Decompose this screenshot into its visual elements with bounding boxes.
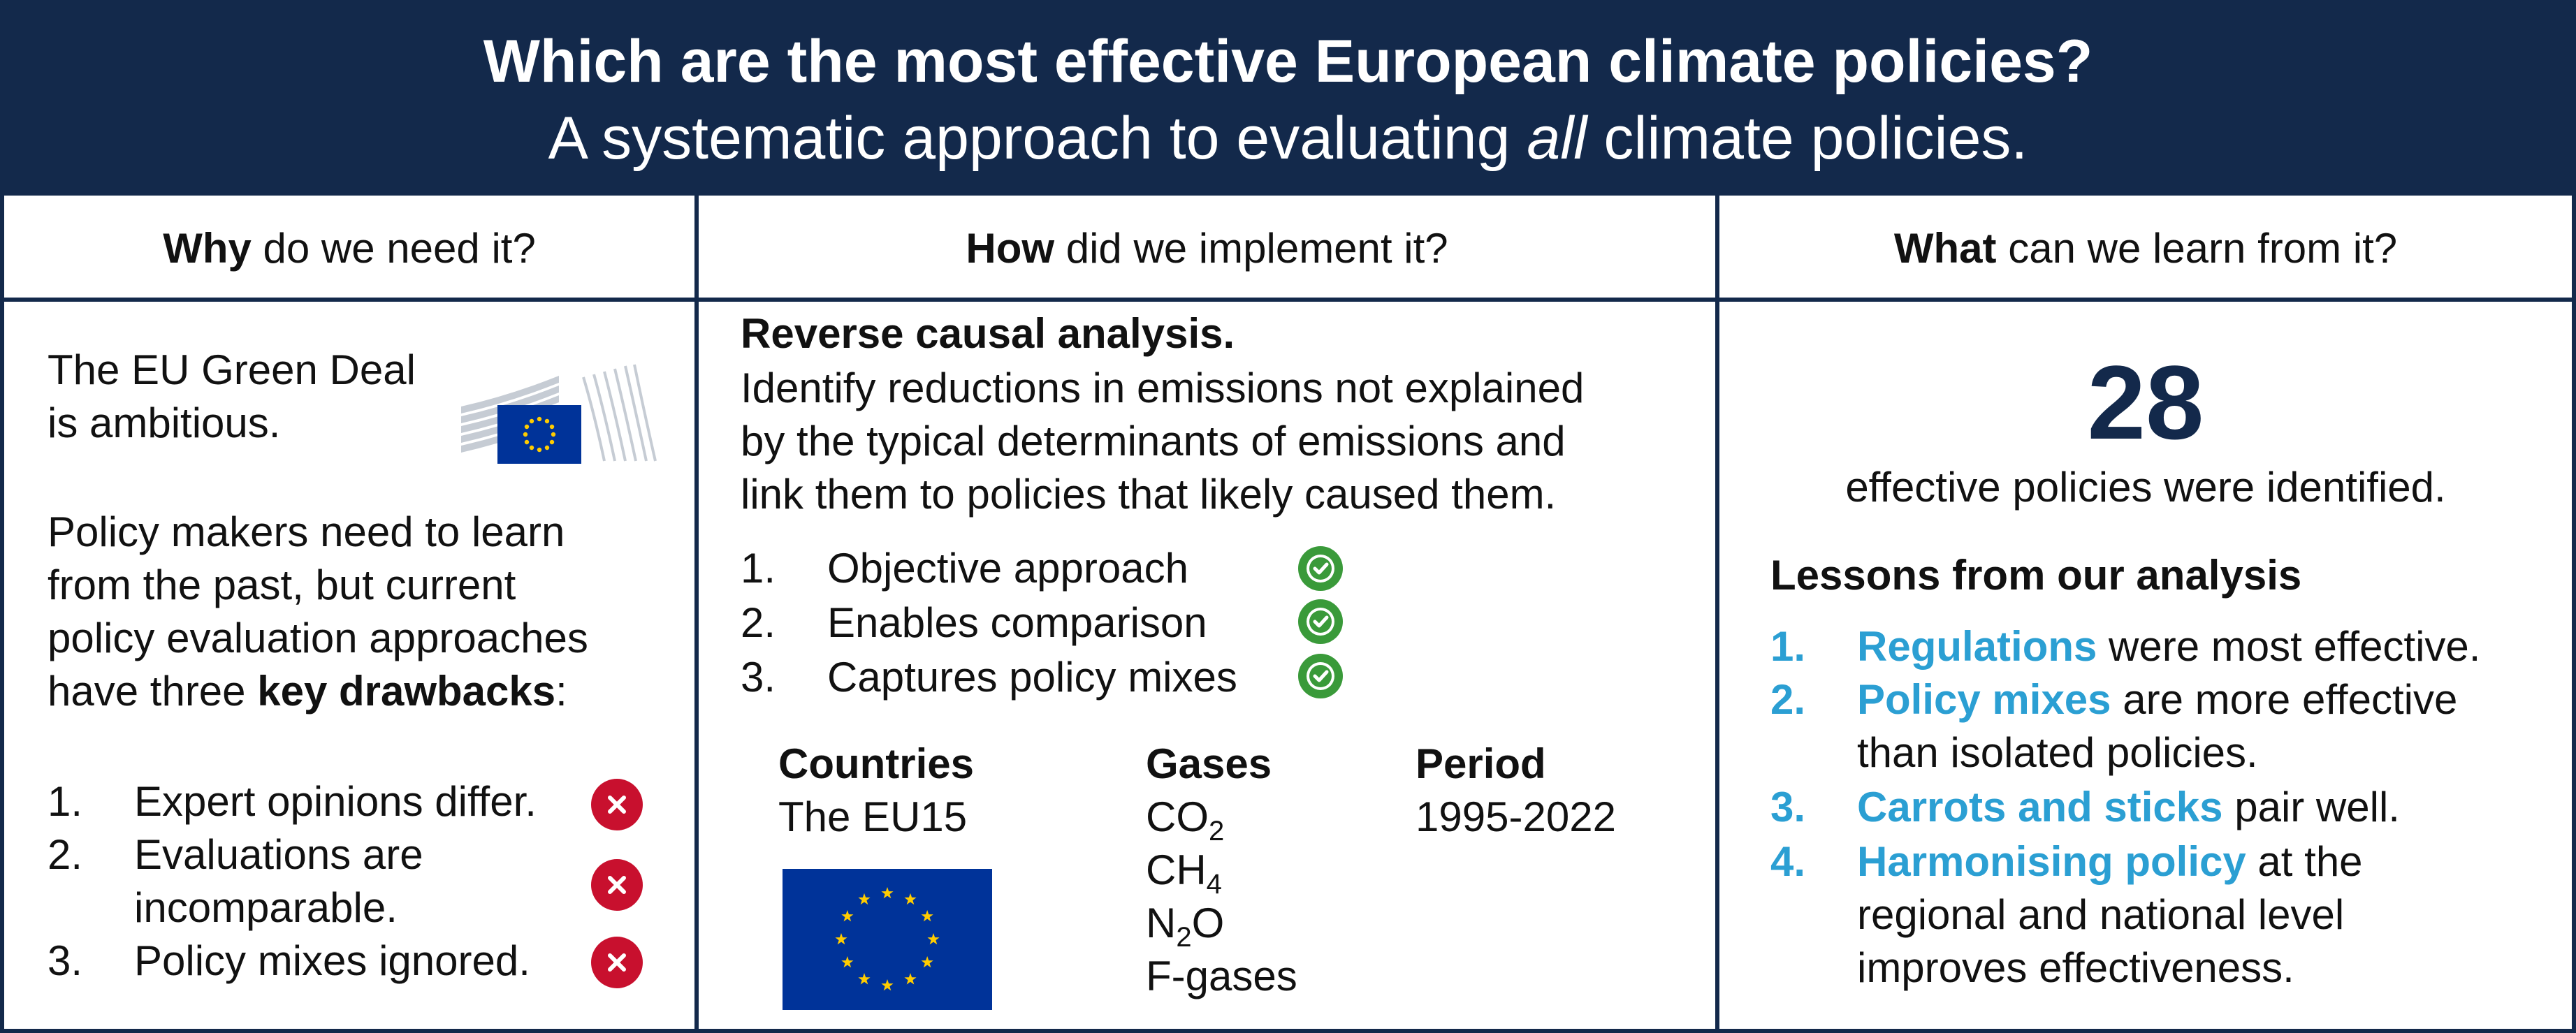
cross-icon: [591, 937, 643, 988]
drawback-number: 3.: [48, 937, 83, 984]
gas-fgases: F-gases: [1146, 953, 1297, 999]
cross-icon: [591, 779, 643, 830]
drawback-number: 2.: [48, 831, 83, 878]
method-heading: Reverse causal analysis.: [741, 310, 1235, 357]
period-label: Period: [1416, 740, 1546, 787]
cross-icon: [591, 859, 643, 911]
gas-co2: CO2: [1146, 793, 1225, 847]
gas-n2o: N2O: [1146, 900, 1225, 953]
eu-flag-star: [858, 973, 871, 985]
column-header-why: Why do we need it?: [163, 225, 536, 272]
check-icon: [1298, 546, 1343, 591]
eu-flag-star: [921, 910, 933, 922]
eu-flag-star: [858, 893, 871, 905]
check-icon: [1298, 599, 1343, 644]
period-value: 1995-2022: [1416, 793, 1616, 840]
eu-flag-star: [881, 887, 894, 899]
column-divider-1: [694, 196, 699, 1033]
drawback-label: Expert opinions differ.: [134, 778, 537, 825]
check-icon: [1298, 654, 1343, 698]
frame-right: [2572, 196, 2576, 1033]
green-deal-intro: The EU Green Deal is ambitious.: [48, 346, 416, 446]
gas-ch4: CH4: [1146, 847, 1222, 900]
effective-policy-count: 28: [2087, 344, 2204, 461]
drawback-number: 1.: [48, 778, 83, 825]
column-header-how: How did we implement it?: [966, 225, 1448, 272]
eu-flag-star: [927, 933, 940, 945]
eu-flag-star: [881, 979, 894, 991]
eu-flag-star: [835, 933, 847, 945]
page-subtitle: A systematic approach to evaluating all …: [548, 105, 2028, 172]
header-row-divider: [0, 298, 2576, 302]
benefit-item-1: 1. Objective approach: [741, 545, 1188, 592]
benefit-item-3: 3. Captures policy mixes: [741, 654, 1237, 701]
eu-flag-star: [904, 973, 917, 985]
eu-flag-star: [921, 956, 933, 968]
benefit-item-2: 2. Enables comparison: [741, 599, 1207, 646]
countries-value: The EU15: [778, 793, 968, 840]
header-banner: Which are the most effective European cl…: [0, 0, 2576, 196]
page-title: Which are the most effective European cl…: [483, 28, 2093, 95]
eu-flag-icon: [783, 869, 992, 1010]
drawback-label: Policy mixes ignored.: [134, 937, 530, 984]
countries-label: Countries: [778, 740, 975, 787]
column-divider-2: [1715, 196, 1719, 1033]
column-header-what: What can we learn from it?: [1893, 225, 2398, 272]
drawbacks-paragraph: Policy makers need to learn from the pas…: [48, 508, 588, 715]
eu-flag-star: [904, 893, 917, 905]
lessons-title: Lessons from our analysis: [1770, 552, 2302, 599]
frame-left: [0, 196, 4, 1033]
drawback-label: Evaluations are incomparable.: [134, 831, 423, 931]
method-description: Identify reductions in emissions not exp…: [741, 365, 1585, 518]
gases-label: Gases: [1146, 740, 1272, 787]
effective-policy-caption: effective policies were identified.: [1845, 464, 2446, 511]
eu-flag-star: [841, 956, 854, 968]
frame-bottom: [0, 1029, 2576, 1033]
gases-list: CO2 CH4 N2O F-gases: [1146, 791, 1297, 1003]
eu-commission-logo-icon: [461, 364, 657, 464]
eu-flag-star: [841, 910, 854, 922]
